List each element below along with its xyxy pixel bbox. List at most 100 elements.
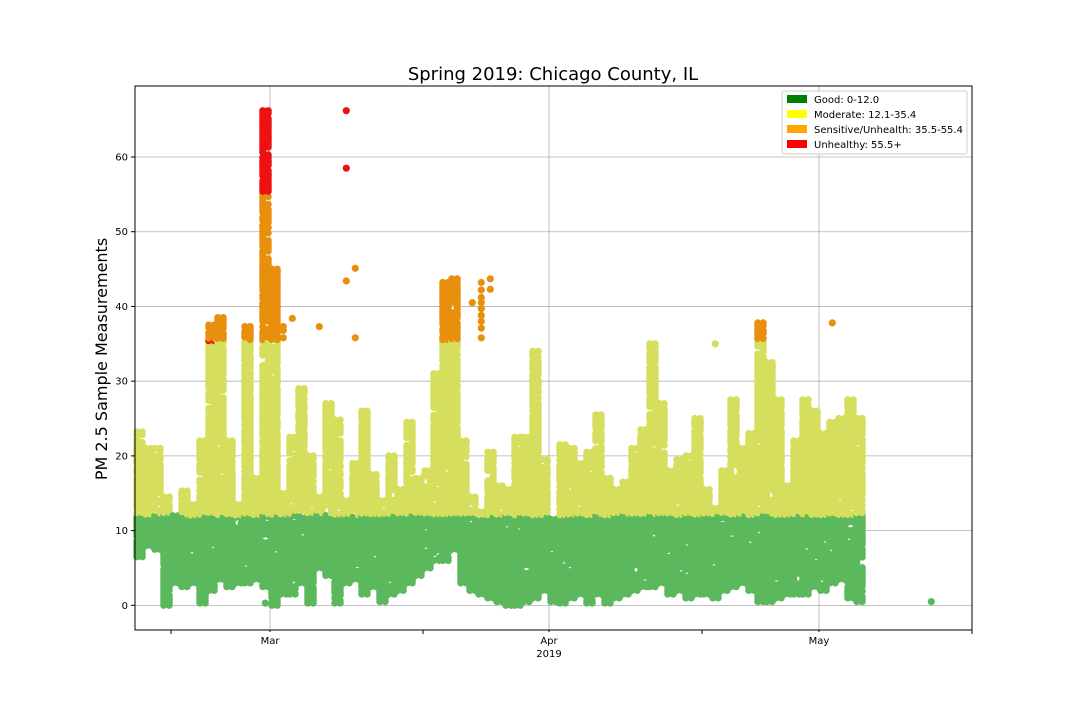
- data-point: [178, 487, 186, 495]
- data-point: [151, 543, 159, 551]
- data-point: [196, 437, 204, 445]
- data-point: [264, 200, 272, 208]
- data-point: [178, 518, 186, 526]
- data-point: [408, 418, 416, 426]
- data-point: [336, 416, 344, 424]
- data-point: [214, 314, 222, 322]
- data-point: [196, 484, 204, 492]
- data-point: [156, 452, 164, 460]
- data-point: [390, 452, 398, 460]
- data-point: [462, 460, 470, 468]
- data-point: [169, 512, 177, 520]
- data-point: [156, 444, 164, 452]
- data-point: [160, 493, 168, 501]
- data-point: [160, 539, 168, 548]
- data-point: [178, 567, 186, 575]
- data-point: [214, 329, 222, 337]
- data-point: [214, 508, 222, 516]
- data-point: [151, 525, 159, 533]
- data-point: [151, 444, 159, 452]
- data-point: [160, 545, 168, 553]
- data-point: [214, 428, 222, 436]
- data-point: [336, 437, 344, 445]
- data-point: [169, 535, 177, 543]
- data-point: [453, 275, 461, 283]
- data-point: [196, 583, 204, 592]
- data-point: [214, 352, 222, 361]
- data-point: [214, 376, 222, 384]
- data-point: [205, 321, 213, 329]
- data-point: [178, 533, 186, 542]
- data-point: [142, 444, 150, 452]
- data-point: [205, 514, 213, 522]
- data-point: [187, 553, 195, 561]
- data-point: [205, 389, 213, 397]
- data-point: [228, 437, 236, 445]
- data-point: [178, 541, 186, 549]
- data-point: [214, 365, 222, 373]
- data-point: [151, 496, 159, 504]
- data-point: [205, 493, 213, 501]
- data-points: [133, 107, 935, 609]
- data-point: [214, 575, 222, 583]
- data-point: [205, 558, 213, 566]
- data-point: [219, 314, 227, 322]
- data-point: [205, 586, 213, 595]
- data-point: [165, 493, 173, 501]
- data-point: [165, 591, 173, 599]
- data-point: [214, 554, 222, 563]
- data-point: [210, 581, 218, 589]
- data-point: [205, 404, 213, 412]
- data-point: [183, 487, 191, 495]
- data-point: [214, 516, 222, 524]
- data-point: [142, 507, 150, 515]
- data-point: [138, 428, 146, 436]
- data-point: [264, 237, 272, 245]
- data-point: [534, 347, 542, 355]
- data-point: [169, 527, 177, 535]
- data-point: [471, 493, 479, 501]
- data-point: [169, 543, 177, 551]
- data-point: [196, 460, 204, 469]
- data-point: [205, 472, 213, 480]
- data-point: [219, 394, 227, 402]
- data-point: [160, 565, 168, 573]
- data-point: [156, 460, 164, 468]
- data-point: [142, 523, 150, 531]
- data-point: [543, 456, 551, 464]
- data-point: [300, 385, 308, 393]
- data-point: [489, 448, 497, 456]
- chart-title: Spring 2019: Chicago County, IL: [408, 64, 698, 85]
- data-point: [178, 513, 186, 521]
- data-point: [214, 544, 222, 552]
- data-point: [178, 528, 186, 537]
- data-point: [160, 503, 168, 511]
- data-point: [205, 329, 213, 337]
- data-point: [151, 452, 159, 460]
- data-point: [264, 107, 272, 115]
- data-point: [196, 476, 204, 484]
- data-point: [372, 471, 380, 479]
- data-point: [214, 487, 222, 495]
- data-point: [138, 438, 146, 446]
- data-point: [205, 412, 213, 420]
- data-point: [160, 516, 168, 524]
- data-point: [187, 542, 195, 550]
- data-point: [246, 323, 254, 331]
- data-point: [309, 452, 317, 460]
- data-point: [264, 151, 272, 159]
- data-point: [187, 500, 195, 509]
- data-point: [151, 537, 159, 546]
- data-point: [151, 512, 159, 520]
- data-point: [178, 500, 186, 508]
- data-point: [264, 255, 272, 263]
- data-point: [214, 531, 222, 539]
- data-point: [169, 517, 177, 525]
- data-point: [214, 446, 222, 454]
- data-point: [196, 576, 204, 584]
- data-point: [327, 400, 335, 408]
- data-point: [273, 265, 281, 273]
- y-axis-label: PM 2.5 Sample Measurements: [92, 238, 111, 480]
- data-point: [165, 501, 173, 509]
- data-point: [214, 321, 222, 329]
